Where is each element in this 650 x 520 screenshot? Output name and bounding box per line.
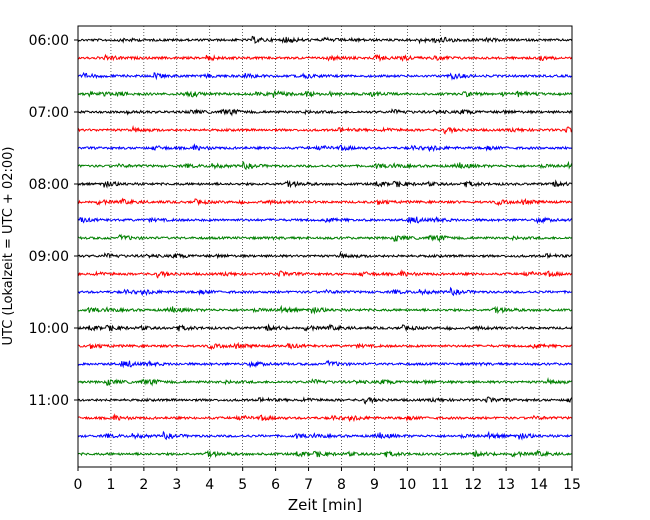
y-tick-label: 10:00: [29, 321, 69, 337]
trace-0900: [77, 250, 573, 260]
x-tick-label: 6: [271, 477, 280, 493]
x-tick-label: 3: [172, 477, 181, 493]
y-tick-label: 09:00: [29, 249, 69, 265]
x-tick-label: 15: [563, 477, 581, 493]
trace-0730: [77, 143, 573, 153]
x-axis: 0 1 2 3 4 5 6 7 8 9 10 11 12 13 14 15: [74, 467, 581, 493]
trace-1130: [77, 430, 573, 441]
x-tick-label: 14: [530, 477, 548, 493]
x-tick-label: 1: [106, 477, 115, 493]
y-axis-label: UTC (Lokalzeit = UTC + 02:00): [1, 147, 16, 346]
trace-0800: [77, 179, 573, 189]
trace-0700: [77, 108, 573, 117]
x-tick-label: 12: [464, 477, 482, 493]
trace-0600: [77, 35, 573, 45]
x-tick-label: 10: [398, 477, 416, 493]
x-tick-label: 9: [370, 477, 379, 493]
trace-0915: [77, 269, 573, 279]
x-tick-label: 2: [139, 477, 148, 493]
trace-1045: [77, 376, 573, 387]
trace-1030: [77, 359, 573, 369]
trace-0745: [77, 160, 573, 171]
trace-1115: [77, 413, 573, 423]
trace-1000: [77, 323, 573, 333]
x-tick-label: 5: [238, 477, 247, 493]
trace-0715: [77, 124, 573, 135]
x-tick-label: 7: [304, 477, 313, 493]
trace-0830: [77, 216, 573, 225]
x-tick-label: 8: [337, 477, 346, 493]
x-tick-label: 0: [74, 477, 83, 493]
plot-frame: [77, 25, 573, 468]
trace-0645: [77, 89, 573, 98]
trace-0945: [77, 304, 573, 315]
trace-0930: [77, 286, 573, 297]
x-axis-label: Zeit [min]: [288, 496, 362, 514]
y-tick-label: 08:00: [29, 177, 69, 193]
x-tick-label: 13: [497, 477, 515, 493]
y-tick-label: 07:00: [29, 105, 69, 121]
x-tick-label: 4: [205, 477, 214, 493]
trace-1015: [77, 341, 573, 351]
x-tick-label: 11: [431, 477, 449, 493]
trace-1100: [77, 396, 573, 405]
seismic-traces: [77, 35, 573, 459]
trace-0615: [77, 53, 573, 63]
trace-0815: [77, 197, 573, 207]
trace-0630: [77, 71, 573, 81]
y-tick-label: 06:00: [29, 33, 69, 49]
y-tick-label: 11:00: [29, 393, 69, 409]
trace-0845: [77, 233, 573, 243]
y-axis: 06:00 07:00 08:00 09:00 10:00 11:00: [29, 33, 78, 409]
trace-1145: [77, 449, 573, 459]
